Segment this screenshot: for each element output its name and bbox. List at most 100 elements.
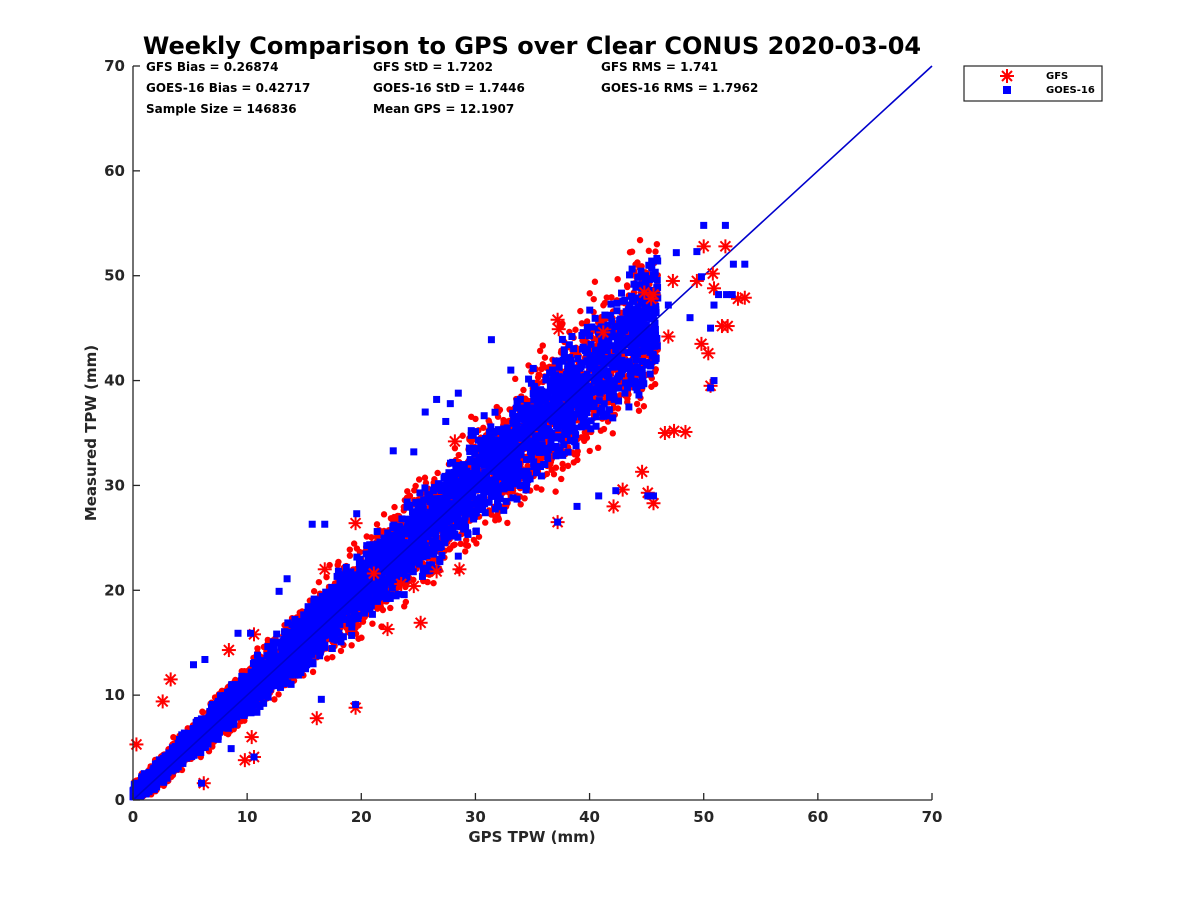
cloud-point [421, 474, 429, 481]
cloud-point [309, 668, 317, 676]
cloud-point [611, 323, 619, 331]
cloud-point [632, 356, 640, 364]
cloud-point [564, 462, 572, 470]
cloud-point [468, 438, 475, 445]
cloud-point [538, 486, 545, 493]
cloud-point [363, 533, 370, 540]
cloud-point [329, 653, 336, 661]
cloud-point [350, 540, 358, 547]
cloud-point [520, 386, 527, 394]
cloud-point [586, 447, 593, 455]
cloud-point [482, 519, 489, 526]
cloud-point [353, 545, 361, 552]
cloud-point [636, 236, 644, 244]
cloud-point [346, 546, 354, 553]
cloud-point [583, 318, 591, 325]
cloud-point [318, 592, 326, 600]
cloud-point [524, 462, 531, 470]
cloud-point [446, 546, 453, 553]
cloud-point [574, 456, 581, 464]
cloud-point [470, 457, 478, 465]
cloud-point [594, 444, 602, 452]
cloud-point [346, 552, 354, 559]
cloud-point [521, 495, 528, 502]
cloud-point [574, 448, 581, 455]
cloud-point [377, 603, 385, 611]
cloud-point [614, 275, 621, 283]
cloud-point [587, 425, 595, 433]
cloud-point [398, 515, 406, 523]
cloud-point [449, 458, 457, 466]
cloud-point [592, 413, 600, 421]
cloud-point [473, 540, 480, 547]
cloud-point [645, 247, 653, 255]
cloud-point [615, 397, 623, 405]
cloud-point [517, 501, 524, 508]
cloud-point [199, 708, 206, 716]
cloud-point [609, 430, 616, 437]
cloud-point [614, 405, 622, 412]
cloud-point [640, 403, 648, 410]
cloud-point [348, 642, 355, 649]
cloud-point [390, 513, 398, 521]
cloud-point [639, 357, 647, 365]
cloud-point [406, 492, 414, 500]
cloud-point [480, 424, 487, 431]
goes16-cloud [129, 254, 662, 801]
cloud-point [434, 480, 442, 488]
cloud-point [254, 645, 261, 652]
cloud-point [504, 519, 511, 527]
cloud-point [300, 611, 308, 619]
cloud-point [415, 476, 423, 483]
cloud-point [264, 636, 271, 644]
cloud-point [355, 621, 362, 629]
cloud-point [434, 469, 441, 477]
cloud-point [512, 375, 519, 383]
cloud-point [430, 579, 437, 587]
cloud-point [651, 380, 659, 388]
cloud-point [271, 696, 278, 703]
cloud-point [578, 320, 586, 327]
cloud-point [581, 437, 588, 445]
cloud-point [369, 620, 376, 627]
cloud-point [626, 249, 634, 256]
cloud-point [653, 240, 661, 248]
cloud-point [539, 361, 546, 368]
cloud-point [590, 295, 597, 303]
cloud-point [539, 342, 546, 349]
cloud-point [608, 294, 615, 301]
cloud-point [609, 342, 617, 350]
cloud-point [583, 323, 591, 331]
cloud-point [455, 451, 462, 459]
cloud-point [310, 588, 318, 595]
cloud-point [544, 454, 552, 462]
cloud-point [577, 307, 584, 315]
cloud-point [269, 638, 277, 646]
cloud-point [604, 367, 612, 375]
cloud-point [260, 699, 268, 707]
cloud-point [275, 691, 282, 698]
cloud-point [559, 465, 566, 472]
cloud-point [358, 634, 365, 641]
cloud-point [315, 578, 323, 586]
cloud-point [616, 325, 624, 333]
cloud-point [342, 563, 350, 571]
cloud-point [574, 355, 582, 363]
cloud-point [646, 370, 654, 378]
cloud-point [605, 335, 613, 343]
cloud-point [412, 529, 420, 537]
cloud-point [586, 290, 593, 297]
cloud-point [600, 302, 607, 309]
cloud-point [416, 489, 424, 497]
cloud-point [451, 541, 458, 548]
cloud-point [462, 536, 470, 544]
cloud-point [224, 730, 232, 738]
cloud-point [651, 319, 659, 327]
cloud-point [637, 267, 645, 275]
cloud-point [552, 488, 559, 495]
cloud-point [547, 439, 555, 447]
cloud-point [335, 558, 342, 566]
cloud-point [464, 542, 472, 549]
cloud-point [323, 655, 331, 662]
